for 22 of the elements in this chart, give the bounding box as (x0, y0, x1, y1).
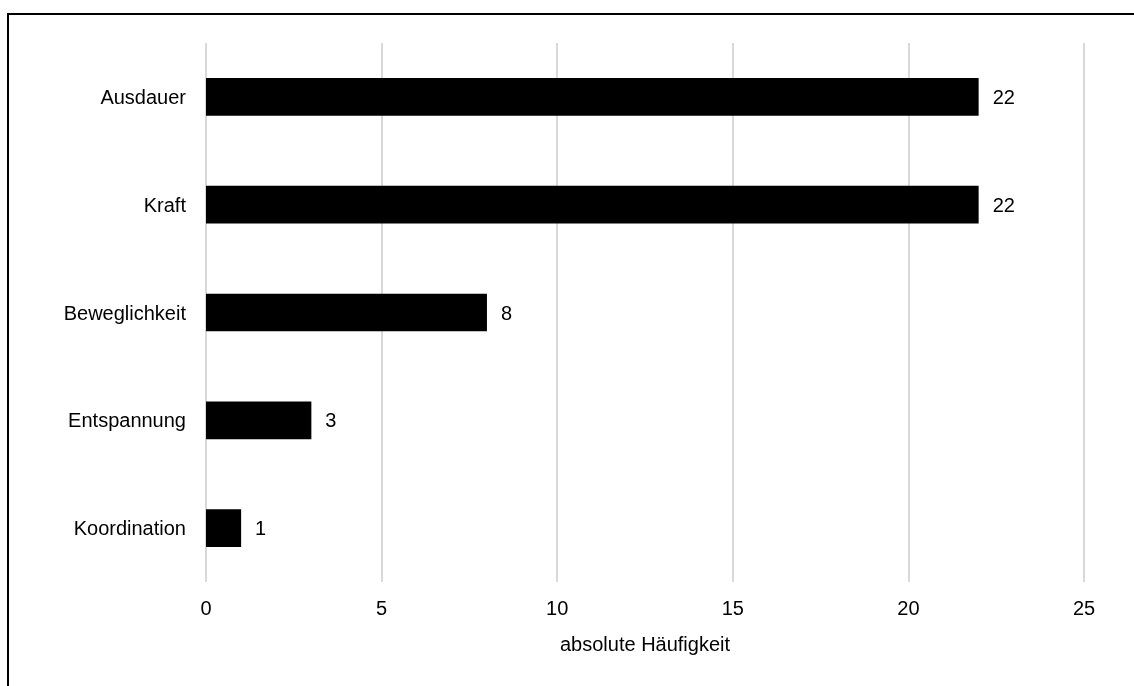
x-axis-title: absolute Häufigkeit (559, 633, 731, 655)
data-label: 3 (325, 409, 337, 432)
x-tick-label: 10 (546, 597, 569, 619)
y-tick-label: Ausdauer (100, 85, 187, 108)
bar (206, 293, 487, 332)
y-tick-label: Beweglichkeit (63, 301, 187, 324)
data-label: 1 (255, 517, 267, 540)
x-tick-label: 5 (376, 597, 388, 619)
bar (206, 185, 979, 224)
bar (206, 401, 312, 440)
y-tick-label: Kraft (143, 193, 187, 216)
bar (206, 78, 979, 116)
bar (206, 509, 242, 547)
x-tick-label: 25 (1072, 597, 1096, 619)
y-tick-label: Entspannung (68, 409, 186, 432)
data-label: 8 (500, 301, 513, 324)
x-tick-label: 15 (721, 597, 744, 619)
x-tick-label: 0 (200, 597, 212, 619)
data-label: 22 (992, 85, 1015, 108)
x-tick-label: 20 (897, 597, 920, 619)
data-label: 22 (992, 193, 1015, 216)
y-tick-label: Koordination (73, 517, 186, 540)
